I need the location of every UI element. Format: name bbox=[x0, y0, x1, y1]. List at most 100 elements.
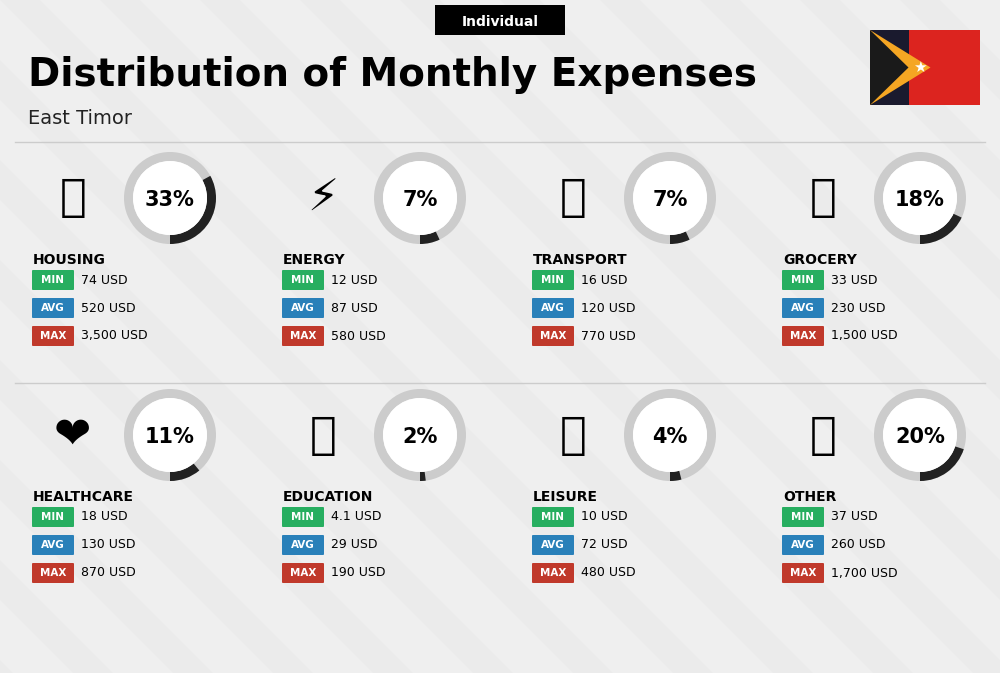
FancyBboxPatch shape bbox=[32, 326, 74, 346]
Text: 16 USD: 16 USD bbox=[581, 273, 628, 287]
Text: ⚡: ⚡ bbox=[307, 176, 339, 219]
Text: 29 USD: 29 USD bbox=[331, 538, 378, 551]
FancyBboxPatch shape bbox=[532, 563, 574, 583]
Text: 🛍️: 🛍️ bbox=[560, 413, 586, 456]
Text: MAX: MAX bbox=[540, 331, 566, 341]
Text: ENERGY: ENERGY bbox=[283, 253, 346, 267]
FancyBboxPatch shape bbox=[908, 30, 980, 105]
Text: 7%: 7% bbox=[652, 190, 688, 210]
FancyBboxPatch shape bbox=[782, 535, 824, 555]
Text: 870 USD: 870 USD bbox=[81, 567, 136, 579]
Text: 2%: 2% bbox=[402, 427, 438, 447]
Text: MAX: MAX bbox=[790, 331, 816, 341]
Wedge shape bbox=[420, 232, 440, 244]
Wedge shape bbox=[124, 152, 216, 244]
Text: MAX: MAX bbox=[290, 568, 316, 578]
Polygon shape bbox=[500, 0, 1000, 673]
Text: 520 USD: 520 USD bbox=[81, 302, 136, 314]
FancyBboxPatch shape bbox=[282, 270, 324, 290]
Text: Individual: Individual bbox=[462, 15, 538, 29]
FancyBboxPatch shape bbox=[532, 270, 574, 290]
Text: MAX: MAX bbox=[290, 331, 316, 341]
FancyBboxPatch shape bbox=[282, 563, 324, 583]
FancyBboxPatch shape bbox=[782, 270, 824, 290]
Text: MAX: MAX bbox=[40, 568, 66, 578]
Wedge shape bbox=[374, 389, 466, 481]
Text: AVG: AVG bbox=[41, 540, 65, 550]
FancyBboxPatch shape bbox=[532, 326, 574, 346]
Wedge shape bbox=[920, 214, 962, 244]
Text: 87 USD: 87 USD bbox=[331, 302, 378, 314]
Text: 3,500 USD: 3,500 USD bbox=[81, 330, 148, 343]
Text: EDUCATION: EDUCATION bbox=[283, 490, 373, 504]
FancyBboxPatch shape bbox=[782, 563, 824, 583]
Text: 4%: 4% bbox=[652, 427, 688, 447]
Text: 7%: 7% bbox=[402, 190, 438, 210]
Text: OTHER: OTHER bbox=[783, 490, 836, 504]
Text: MAX: MAX bbox=[40, 331, 66, 341]
Circle shape bbox=[883, 398, 957, 472]
FancyBboxPatch shape bbox=[532, 535, 574, 555]
Wedge shape bbox=[624, 389, 716, 481]
Text: 33%: 33% bbox=[145, 190, 195, 210]
Polygon shape bbox=[0, 0, 713, 673]
Circle shape bbox=[383, 398, 457, 472]
Text: 260 USD: 260 USD bbox=[831, 538, 886, 551]
Text: ❤️: ❤️ bbox=[54, 413, 92, 456]
Text: Distribution of Monthly Expenses: Distribution of Monthly Expenses bbox=[28, 56, 757, 94]
Text: MIN: MIN bbox=[292, 275, 314, 285]
Circle shape bbox=[883, 161, 957, 235]
FancyBboxPatch shape bbox=[282, 326, 324, 346]
Text: 37 USD: 37 USD bbox=[831, 511, 878, 524]
Text: ★: ★ bbox=[913, 60, 926, 75]
Text: MIN: MIN bbox=[542, 512, 564, 522]
Wedge shape bbox=[670, 471, 681, 481]
Text: MIN: MIN bbox=[792, 512, 814, 522]
Text: MIN: MIN bbox=[42, 512, 64, 522]
Text: 72 USD: 72 USD bbox=[581, 538, 628, 551]
Text: 🛒: 🛒 bbox=[810, 176, 836, 219]
Polygon shape bbox=[900, 0, 1000, 673]
Text: 🏢: 🏢 bbox=[60, 176, 86, 219]
Wedge shape bbox=[920, 446, 964, 481]
FancyBboxPatch shape bbox=[782, 326, 824, 346]
Text: AVG: AVG bbox=[291, 303, 315, 313]
Text: 120 USD: 120 USD bbox=[581, 302, 636, 314]
Polygon shape bbox=[870, 30, 908, 105]
Wedge shape bbox=[170, 464, 199, 481]
Text: 11%: 11% bbox=[145, 427, 195, 447]
Polygon shape bbox=[300, 0, 1000, 673]
FancyBboxPatch shape bbox=[782, 507, 824, 527]
Text: MIN: MIN bbox=[42, 275, 64, 285]
Text: East Timor: East Timor bbox=[28, 108, 132, 127]
FancyBboxPatch shape bbox=[282, 535, 324, 555]
Polygon shape bbox=[600, 0, 1000, 673]
Text: MAX: MAX bbox=[540, 568, 566, 578]
Text: AVG: AVG bbox=[541, 540, 565, 550]
Text: 1,700 USD: 1,700 USD bbox=[831, 567, 898, 579]
FancyBboxPatch shape bbox=[782, 298, 824, 318]
FancyBboxPatch shape bbox=[32, 507, 74, 527]
Wedge shape bbox=[420, 472, 426, 481]
FancyBboxPatch shape bbox=[532, 507, 574, 527]
FancyBboxPatch shape bbox=[532, 298, 574, 318]
FancyBboxPatch shape bbox=[32, 535, 74, 555]
Text: 230 USD: 230 USD bbox=[831, 302, 886, 314]
Text: 12 USD: 12 USD bbox=[331, 273, 378, 287]
Text: 480 USD: 480 USD bbox=[581, 567, 636, 579]
FancyBboxPatch shape bbox=[282, 298, 324, 318]
Text: MAX: MAX bbox=[790, 568, 816, 578]
Wedge shape bbox=[624, 152, 716, 244]
Text: 10 USD: 10 USD bbox=[581, 511, 628, 524]
Text: TRANSPORT: TRANSPORT bbox=[533, 253, 628, 267]
Wedge shape bbox=[170, 176, 216, 244]
FancyBboxPatch shape bbox=[282, 507, 324, 527]
Circle shape bbox=[133, 398, 207, 472]
Circle shape bbox=[383, 161, 457, 235]
Polygon shape bbox=[0, 0, 313, 673]
Text: HOUSING: HOUSING bbox=[33, 253, 106, 267]
Wedge shape bbox=[670, 232, 690, 244]
FancyBboxPatch shape bbox=[870, 30, 980, 105]
Polygon shape bbox=[800, 0, 1000, 673]
Text: 1,500 USD: 1,500 USD bbox=[831, 330, 898, 343]
